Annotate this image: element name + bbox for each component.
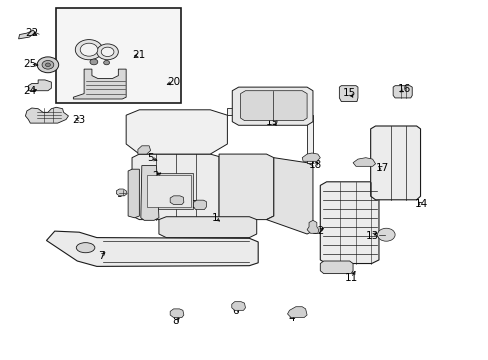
Polygon shape <box>25 107 68 123</box>
Polygon shape <box>232 87 312 125</box>
Text: 17: 17 <box>375 163 388 174</box>
Circle shape <box>103 60 109 65</box>
Text: 13: 13 <box>365 231 379 241</box>
Polygon shape <box>339 86 357 102</box>
Text: 14: 14 <box>414 199 427 210</box>
Bar <box>146 175 190 207</box>
Circle shape <box>42 60 54 69</box>
Text: 11: 11 <box>344 273 357 283</box>
Polygon shape <box>193 200 206 210</box>
Text: 7: 7 <box>98 251 105 261</box>
Polygon shape <box>126 110 227 154</box>
Text: 19: 19 <box>265 117 279 127</box>
Polygon shape <box>266 158 312 234</box>
Polygon shape <box>138 146 150 154</box>
Text: 12: 12 <box>311 226 325 236</box>
Circle shape <box>90 59 98 65</box>
Text: 16: 16 <box>397 84 411 94</box>
Text: 24: 24 <box>23 86 37 96</box>
Circle shape <box>80 43 98 56</box>
Polygon shape <box>231 302 245 310</box>
Polygon shape <box>320 182 378 264</box>
Circle shape <box>97 44 118 60</box>
Polygon shape <box>46 231 258 266</box>
Text: 25: 25 <box>23 59 37 69</box>
Text: 4: 4 <box>287 312 294 323</box>
Text: 1: 1 <box>211 213 218 223</box>
Text: 21: 21 <box>132 50 146 60</box>
Polygon shape <box>302 153 320 161</box>
Text: 2: 2 <box>152 171 159 181</box>
Text: 9: 9 <box>116 189 123 199</box>
Polygon shape <box>306 220 318 233</box>
Polygon shape <box>392 86 411 98</box>
Bar <box>56 8 181 103</box>
Circle shape <box>377 228 394 241</box>
Text: 3: 3 <box>191 200 198 210</box>
Polygon shape <box>19 30 35 39</box>
Text: 23: 23 <box>72 114 86 125</box>
Polygon shape <box>352 158 375 166</box>
Text: 20: 20 <box>167 77 180 87</box>
Text: 15: 15 <box>342 88 356 98</box>
Polygon shape <box>370 126 420 200</box>
Circle shape <box>101 47 114 57</box>
Polygon shape <box>320 261 352 274</box>
Text: 18: 18 <box>308 160 322 170</box>
Ellipse shape <box>76 243 95 253</box>
Circle shape <box>45 63 50 67</box>
Polygon shape <box>227 108 312 163</box>
Polygon shape <box>28 80 51 91</box>
Polygon shape <box>170 196 183 204</box>
Polygon shape <box>170 309 183 318</box>
Text: 22: 22 <box>25 28 39 38</box>
Bar <box>144 173 193 209</box>
Polygon shape <box>159 217 256 238</box>
Polygon shape <box>240 91 306 121</box>
Text: 8: 8 <box>172 316 179 326</box>
Circle shape <box>75 40 102 60</box>
Polygon shape <box>132 154 219 220</box>
Polygon shape <box>141 166 159 220</box>
Polygon shape <box>128 169 139 218</box>
Circle shape <box>37 57 59 73</box>
Polygon shape <box>116 189 127 196</box>
Polygon shape <box>73 69 126 99</box>
Text: 6: 6 <box>232 306 239 316</box>
Polygon shape <box>219 154 273 220</box>
Text: 10: 10 <box>170 194 183 204</box>
Polygon shape <box>287 307 306 318</box>
Text: 5: 5 <box>147 153 154 163</box>
